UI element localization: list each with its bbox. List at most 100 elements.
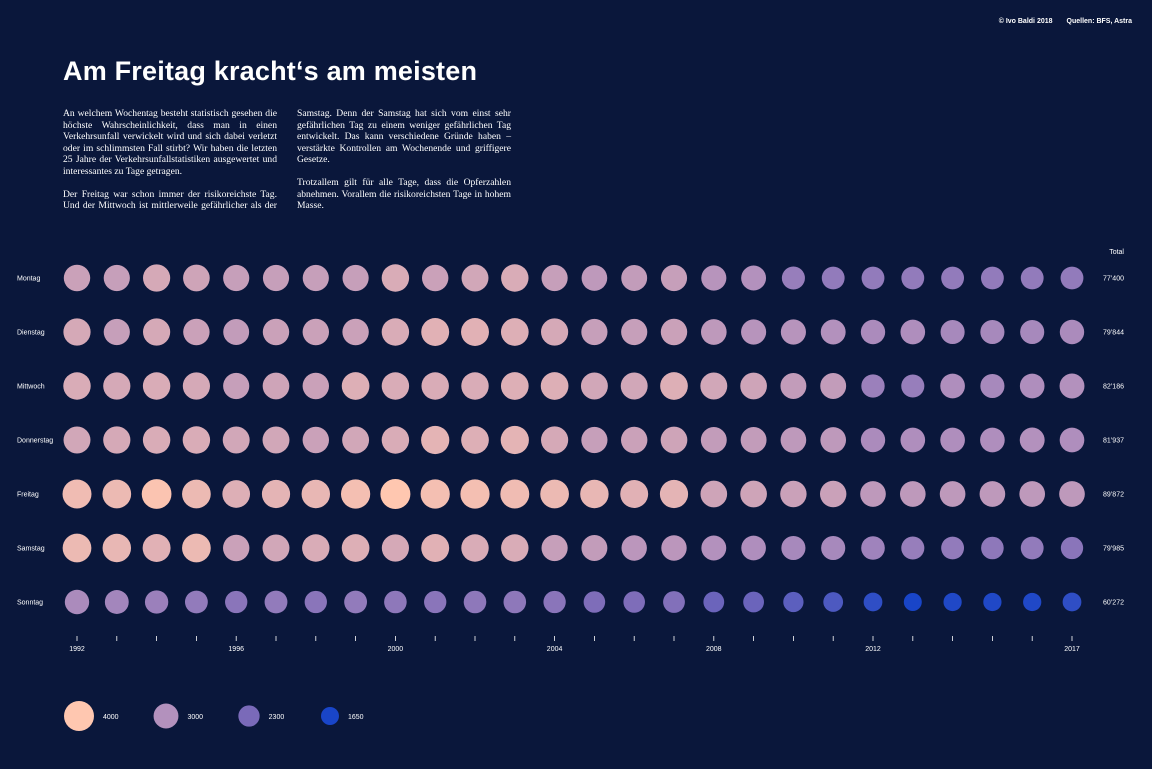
data-dot — [301, 479, 331, 509]
data-dot — [1059, 373, 1085, 399]
data-dot — [821, 535, 846, 561]
data-dot — [700, 372, 728, 400]
data-dot — [620, 480, 649, 508]
data-dot — [261, 479, 291, 509]
data-dot — [342, 426, 370, 454]
data-dot — [501, 534, 529, 562]
data-dot — [424, 590, 447, 614]
data-dot — [340, 479, 371, 509]
data-dot — [661, 535, 687, 561]
data-dot — [463, 590, 487, 614]
data-dot — [1023, 592, 1042, 612]
data-dot — [1059, 481, 1085, 507]
data-dot — [581, 426, 608, 454]
data-dot — [102, 479, 132, 509]
data-dot — [1062, 592, 1082, 612]
data-dot — [262, 318, 290, 346]
data-dot — [103, 372, 131, 400]
data-dot — [541, 318, 569, 346]
data-dot — [940, 373, 965, 399]
author-credit: © Ivo Baldi 2018 — [998, 18, 1053, 25]
data-dot — [342, 264, 369, 292]
row-label-samstag: Samstag — [17, 546, 45, 553]
data-dot — [1019, 373, 1045, 399]
data-dot — [262, 264, 290, 292]
x-tick-label: 2004 — [547, 646, 563, 653]
data-dot — [142, 372, 171, 400]
credits: © Ivo Baldi 2018 Quellen: BFS, Astra — [999, 18, 1132, 25]
data-dot — [103, 318, 130, 346]
data-dot — [860, 427, 886, 453]
data-dot — [184, 590, 208, 614]
data-dot — [700, 427, 727, 453]
data-dot — [143, 318, 171, 346]
data-dot — [421, 318, 450, 346]
data-dot — [940, 427, 965, 453]
page-title: Am Freitag kracht‘s am meisten — [63, 56, 478, 86]
data-dot — [703, 591, 725, 613]
data-dot — [701, 535, 727, 561]
data-dot — [659, 479, 689, 509]
data-dot — [142, 426, 171, 454]
legend-dot — [321, 707, 339, 725]
data-dot — [384, 590, 407, 614]
data-dot — [823, 592, 844, 612]
data-dot — [621, 535, 647, 561]
data-dot — [780, 319, 806, 345]
data-dot — [62, 479, 92, 509]
source-credit: Quellen: BFS, Astra — [1066, 18, 1132, 25]
legend-label: 4000 — [103, 714, 119, 721]
data-dot — [302, 372, 330, 400]
data-dot — [182, 426, 211, 454]
data-dot — [903, 593, 922, 611]
data-dot — [581, 318, 608, 346]
data-dot — [743, 591, 764, 613]
total-header: Total — [1109, 249, 1124, 256]
row-total-dienstag: 79’844 — [1103, 330, 1124, 337]
data-dot — [581, 265, 608, 291]
data-dot — [182, 372, 210, 400]
data-dot — [900, 319, 926, 345]
legend-dot — [64, 701, 94, 731]
data-dot — [102, 533, 132, 563]
data-dot — [900, 427, 926, 453]
data-dot — [901, 374, 925, 398]
x-tick-label: 1992 — [69, 646, 85, 653]
data-dot — [741, 535, 766, 561]
data-dot — [980, 373, 1005, 399]
data-dot — [541, 264, 568, 292]
data-dot — [1020, 536, 1044, 560]
row-total-montag: 77’400 — [1103, 276, 1124, 283]
data-dot — [781, 535, 806, 561]
data-dot — [983, 592, 1002, 612]
data-dot — [540, 372, 569, 400]
data-dot — [461, 318, 489, 346]
data-dot — [262, 372, 290, 400]
data-dot — [780, 480, 807, 508]
row-label-dienstag: Dienstag — [17, 330, 45, 337]
data-dot — [63, 372, 91, 400]
data-dot — [1020, 266, 1044, 290]
intro-paragraph-1: An welchem Wochentag besteht statistisch… — [63, 108, 277, 177]
data-dot — [980, 427, 1005, 453]
data-dot — [104, 590, 129, 614]
data-dot — [62, 533, 92, 563]
data-dot — [660, 372, 688, 400]
data-dot — [304, 590, 327, 614]
data-dot — [500, 372, 529, 400]
row-label-donnerstag: Donnerstag — [17, 438, 53, 445]
data-dot — [1060, 536, 1084, 560]
data-dot — [540, 479, 569, 509]
data-dot — [740, 480, 767, 508]
data-dot — [1059, 427, 1085, 453]
data-dot — [380, 479, 411, 509]
row-label-montag: Montag — [17, 276, 40, 283]
data-dot — [420, 479, 450, 509]
data-dot — [64, 589, 90, 615]
data-dot — [860, 481, 886, 507]
data-dot — [223, 372, 250, 400]
data-dot — [620, 426, 648, 454]
x-tick-label: 1996 — [228, 646, 244, 653]
row-total-mittwoch: 82’186 — [1103, 384, 1124, 391]
